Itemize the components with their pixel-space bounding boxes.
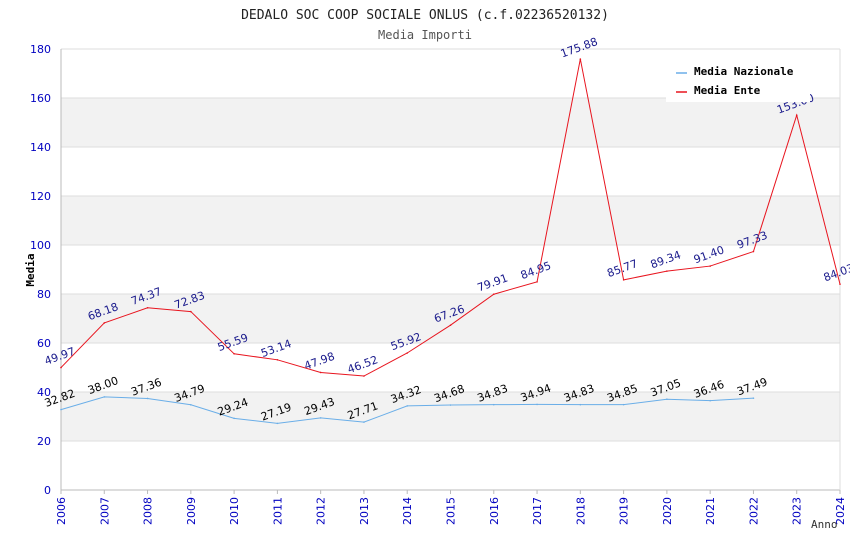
x-tick-label: 2022 (747, 497, 760, 525)
data-point-media-ente (839, 283, 841, 285)
x-tick-label: 2021 (704, 497, 717, 525)
data-point-media-nazionale (363, 421, 365, 423)
data-point-media-ente (709, 265, 711, 267)
band (61, 196, 840, 245)
data-label-media-ente: 84.03 (822, 261, 850, 284)
data-point-media-ente (190, 310, 192, 313)
data-point-media-nazionale (406, 405, 409, 407)
x-tick-label: 2024 (834, 497, 847, 525)
legend-label-media-ente: Media Ente (694, 84, 761, 97)
x-tick-label: 2008 (142, 497, 155, 525)
y-axis-label: Media (24, 253, 37, 286)
band (61, 294, 840, 343)
legend-label-media-nazionale: Media Nazionale (694, 65, 794, 78)
y-tick-label: 180 (30, 43, 51, 56)
legend: Media Nazionale Media Ente (666, 58, 810, 102)
data-label-media-ente: 47.98 (302, 350, 336, 373)
data-point-media-ente (449, 324, 452, 327)
data-label-media-ente: 46.52 (346, 353, 380, 376)
x-axis-label: Anno (811, 518, 838, 531)
y-tick-label: 160 (30, 92, 51, 105)
data-point-media-ente (795, 114, 798, 116)
x-tick-label: 2011 (271, 497, 284, 525)
chart-subtitle: Media Importi (378, 28, 472, 42)
data-label-media-ente: 84.95 (519, 259, 553, 282)
data-label-media-ente: 89.34 (649, 248, 683, 271)
data-point-media-ente (319, 371, 322, 374)
x-tick-label: 2018 (574, 497, 587, 525)
band (61, 98, 840, 147)
data-point-media-nazionale (666, 398, 668, 401)
y-tick-label: 40 (37, 386, 51, 399)
y-tick-label: 120 (30, 190, 51, 203)
x-tick-label: 2007 (98, 497, 111, 525)
data-point-media-ente (666, 270, 668, 272)
x-tick-label: 2014 (401, 497, 414, 525)
x-tick-label: 2016 (488, 497, 501, 525)
data-point-media-nazionale (536, 403, 538, 406)
data-point-media-nazionale (103, 396, 106, 398)
data-point-media-nazionale (233, 417, 235, 420)
data-point-media-ente (103, 322, 106, 324)
x-tick-label: 2006 (55, 497, 68, 525)
y-tick-label: 20 (37, 435, 51, 448)
chart-title: DEDALO SOC COOP SOCIALE ONLUS (c.f.02236… (241, 8, 609, 23)
data-point-media-nazionale (622, 403, 625, 406)
x-tick-label: 2012 (315, 497, 328, 525)
data-point-media-nazionale (449, 404, 452, 406)
x-tick-labels: 2006 2007 2008 2009 2010 2011 2012 2013 2014 2015… (55, 497, 847, 525)
data-label-media-ente: 175.88 (559, 35, 600, 60)
legend-background (666, 58, 810, 102)
data-point-media-ente (276, 359, 279, 361)
x-tick-label: 2017 (531, 497, 544, 525)
data-point-media-ente (752, 250, 755, 253)
data-point-media-ente (536, 281, 538, 283)
data-point-media-ente (406, 352, 409, 354)
data-point-media-nazionale (752, 397, 755, 399)
y-tick-label: 60 (37, 337, 51, 350)
data-point-media-nazionale (579, 403, 582, 406)
y-tick-label: 140 (30, 141, 51, 154)
y-tick-label: 80 (37, 288, 51, 301)
data-point-media-nazionale (709, 399, 711, 402)
data-point-media-ente (492, 293, 495, 296)
x-tick-label: 2009 (185, 497, 198, 525)
data-point-media-ente (363, 375, 365, 377)
data-point-media-ente (622, 279, 625, 281)
data-point-media-nazionale (60, 408, 62, 411)
data-point-media-ente (146, 306, 149, 309)
x-tick-label: 2023 (791, 497, 804, 525)
x-tick-label: 2019 (618, 497, 631, 525)
data-point-media-ente (579, 58, 582, 60)
data-point-media-nazionale (319, 417, 322, 419)
y-tick-label: 0 (44, 484, 51, 497)
data-label-media-ente: 85.77 (605, 257, 639, 280)
x-tick-label: 2020 (661, 497, 674, 525)
data-point-media-nazionale (146, 397, 149, 400)
data-point-media-nazionale (492, 403, 495, 406)
data-point-media-nazionale (276, 422, 279, 425)
data-point-media-ente (233, 353, 235, 355)
x-tick-label: 2015 (445, 497, 458, 525)
data-point-media-nazionale (190, 403, 192, 406)
axes (60, 49, 841, 494)
y-tick-labels: 0 20 40 60 80 100 120 140 160 180 (30, 43, 51, 497)
y-tick-label: 100 (30, 239, 51, 252)
x-tick-label: 2013 (358, 497, 371, 525)
data-point-media-ente (60, 366, 62, 369)
x-tick-label: 2010 (228, 497, 241, 525)
series-lines (60, 58, 841, 425)
